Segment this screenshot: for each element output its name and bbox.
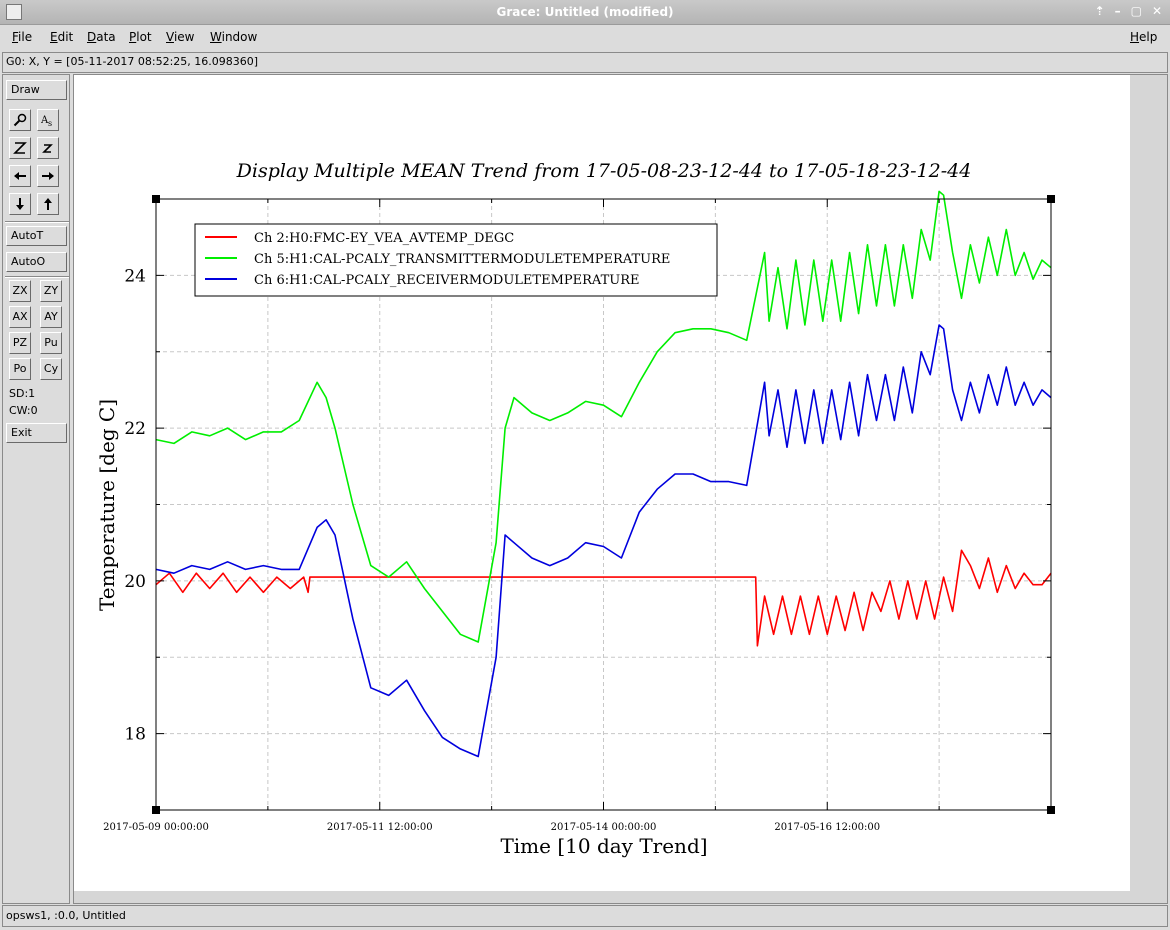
scroll-up-button[interactable] [37, 193, 59, 215]
menu-data[interactable]: Data [87, 30, 116, 44]
y-tick-label: 24 [124, 266, 146, 286]
y-tick-label: 18 [124, 725, 146, 745]
menu-edit[interactable]: Edit [50, 30, 74, 44]
shade-window-button[interactable]: ⇡ [1094, 4, 1105, 18]
status-bar: opsws1, :0.0, Untitled [2, 905, 1168, 927]
arrow-up-icon [44, 198, 52, 210]
series-ch2-line [155, 549, 1052, 647]
arrow-down-icon [16, 198, 24, 210]
minimize-window-button[interactable]: – [1114, 4, 1121, 18]
menu-plot[interactable]: Plot [129, 30, 152, 44]
zoom-icon [13, 113, 27, 127]
x-axis-label: Time [10 day Trend] [500, 834, 707, 858]
zx-button[interactable]: ZX [9, 280, 31, 302]
locator-text: G0: X, Y = [05-11-2017 08:52:25, 16.0983… [6, 55, 259, 68]
close-window-button[interactable]: ✕ [1151, 4, 1162, 18]
zy-button[interactable]: ZY [40, 280, 62, 302]
ax-button[interactable]: AX [9, 306, 31, 328]
scroll-left-button[interactable] [9, 165, 31, 187]
draw-button[interactable]: Draw [6, 80, 67, 100]
series-ch5-line [155, 190, 1052, 643]
window-title: Grace: Untitled (modified) [496, 5, 674, 19]
maximize-window-button[interactable]: ▢ [1130, 4, 1142, 18]
window-titlebar: Grace: Untitled (modified) ⇡ – ▢ ✕ [0, 0, 1170, 25]
y-tick-label: 20 [124, 572, 146, 592]
pz-button[interactable]: PZ [9, 332, 31, 354]
svg-text:s: s [48, 119, 52, 127]
scroll-down-button[interactable] [9, 193, 31, 215]
menu-file[interactable]: File [12, 30, 33, 44]
legend-box [194, 223, 718, 297]
autot-button[interactable]: AutoT [6, 226, 67, 246]
x-tick-label: 2017-05-16 12:00:00 [774, 822, 880, 833]
legend-label-ch5: Ch 5:H1:CAL-PCALY_TRANSMITTERMODULETEMPE… [254, 252, 670, 267]
x-tick-label: 2017-05-14 00:00:00 [551, 822, 657, 833]
chart[interactable]: 2017-05-09 00:00:00 2017-05-11 12:00:00 20… [74, 75, 1167, 903]
menubar: File Edit Data Plot View Window Help [0, 25, 1170, 49]
exit-button[interactable]: Exit [6, 423, 67, 443]
autoo-button[interactable]: AutoO [6, 252, 67, 272]
arrow-right-icon [42, 172, 54, 180]
zoom-out-icon [13, 142, 27, 154]
x-tick-label: 2017-05-09 00:00:00 [103, 822, 209, 833]
legend-label-ch6: Ch 6:H1:CAL-PCALY_RECEIVERMODULETEMPERAT… [254, 273, 639, 288]
series-ch6-line [155, 324, 1052, 758]
chart-title: Display Multiple MEAN Trend from 17-05-0… [236, 160, 972, 182]
arrow-left-icon [14, 172, 26, 180]
zoom-button[interactable] [9, 109, 31, 131]
y-axis-label: Temperature [deg C] [95, 399, 119, 611]
legend[interactable]: Ch 2:H0:FMC-EY_VEA_AVTEMP_DEGC Ch 5:H1:C… [194, 223, 718, 297]
page-area [74, 75, 1130, 891]
cw-indicator: CW:0 [9, 404, 38, 417]
app-icon [6, 4, 22, 20]
status-text: opsws1, :0.0, Untitled [6, 909, 126, 922]
autoscale-zoom-button[interactable] [9, 137, 31, 159]
cy-button[interactable]: Cy [40, 358, 62, 380]
menu-view[interactable]: View [166, 30, 195, 44]
zoom-in-icon [42, 144, 53, 153]
locator-bar: G0: X, Y = [05-11-2017 08:52:25, 16.0983… [2, 52, 1168, 73]
svg-text:A: A [41, 115, 49, 126]
toolbar-separator [5, 276, 69, 278]
scroll-right-button[interactable] [37, 165, 59, 187]
po-button[interactable]: Po [9, 358, 31, 380]
menu-window[interactable]: Window [210, 30, 258, 44]
ay-button[interactable]: AY [40, 306, 62, 328]
menu-help[interactable]: Help [1130, 30, 1158, 44]
legend-label-ch2: Ch 2:H0:FMC-EY_VEA_AVTEMP_DEGC [254, 231, 514, 246]
sd-indicator: SD:1 [9, 387, 36, 400]
y-tick-label: 22 [124, 419, 146, 439]
toolbar-separator [5, 221, 69, 223]
plot-canvas[interactable]: 2017-05-09 00:00:00 2017-05-11 12:00:00 20… [73, 74, 1168, 904]
autoscale-zoom-small-button[interactable] [37, 137, 59, 159]
pu-button[interactable]: Pu [40, 332, 62, 354]
x-tick-label: 2017-05-11 12:00:00 [327, 822, 433, 833]
